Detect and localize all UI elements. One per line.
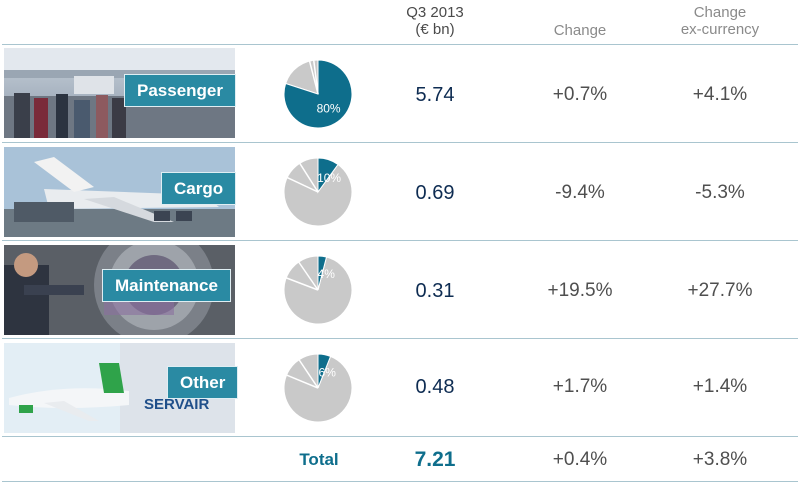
segment-label-cargo: Cargo: [161, 172, 237, 205]
pie-maintenance-share-label: 4%: [318, 267, 336, 281]
value-maintenance: 0.31: [415, 280, 455, 302]
segment-label-passenger: Passenger: [124, 74, 236, 107]
segment-label-other: Other: [167, 366, 239, 399]
total-label: Total: [299, 450, 339, 469]
divider-top: [2, 44, 798, 45]
pie-maintenance-divider: [298, 261, 319, 291]
value-column-header: Q3 2013 (€ bn): [385, 4, 485, 38]
change-cargo: -9.4%: [555, 182, 605, 203]
change-ex-currency-passenger: +4.1%: [692, 84, 748, 105]
pie-other-share-label: 6%: [319, 366, 337, 380]
change-ex-currency-maintenance: +27.7%: [687, 280, 753, 301]
pie-other-divider: [298, 359, 319, 389]
pie-passenger: 80%: [283, 59, 353, 129]
pie-passenger-divider: [312, 60, 319, 95]
change-ex-currency-cargo: -5.3%: [695, 182, 745, 203]
change-ex-currency-header-line2: ex-currency: [680, 21, 760, 38]
total-value: 7.21: [414, 448, 456, 471]
pie-other-share-slice: [317, 353, 332, 389]
pie-cargo: 10%: [283, 157, 353, 227]
divider-row-4: [2, 436, 798, 437]
change-ex-currency-other: +1.4%: [692, 376, 748, 397]
value-column-header-line1: Q3 2013: [406, 4, 464, 21]
pie-other: 6%: [283, 353, 353, 423]
pie-passenger-share-slice: [283, 59, 353, 129]
value-passenger: 5.74: [415, 84, 455, 106]
total-change-ex-currency: +3.8%: [692, 449, 748, 470]
change-column-header: Change: [553, 22, 607, 39]
pie-cargo-divider: [299, 162, 319, 193]
change-passenger: +0.7%: [552, 84, 608, 105]
divider-row-1: [2, 142, 798, 143]
segment-label-maintenance: Maintenance: [102, 269, 231, 302]
pie-passenger-share-label: 80%: [317, 102, 341, 116]
value-cargo: 0.69: [415, 182, 455, 204]
change-ex-currency-header-line1: Change: [693, 4, 747, 21]
divider-bottom: [2, 481, 798, 482]
change-maintenance: +19.5%: [547, 280, 613, 301]
pie-maintenance-share-slice: [317, 255, 328, 291]
change-other: +1.7%: [552, 376, 608, 397]
pie-cargo-share-slice: [317, 157, 339, 194]
pie-cargo-share-label: 10%: [317, 171, 341, 185]
pie-passenger-rest-slice: [285, 59, 319, 95]
total-change: +0.4%: [552, 449, 608, 470]
pie-maintenance-divider: [285, 277, 319, 291]
value-column-header-line2: (€ bn): [415, 21, 455, 38]
servair-logo: SERVAIR: [144, 396, 209, 413]
pie-maintenance: 4%: [283, 255, 353, 325]
divider-row-3: [2, 338, 798, 339]
divider-row-2: [2, 240, 798, 241]
pie-other-divider: [286, 374, 319, 389]
value-other: 0.48: [415, 376, 455, 398]
change-ex-currency-column-header: Change ex-currency: [660, 4, 780, 38]
pie-cargo-divider: [286, 176, 319, 193]
